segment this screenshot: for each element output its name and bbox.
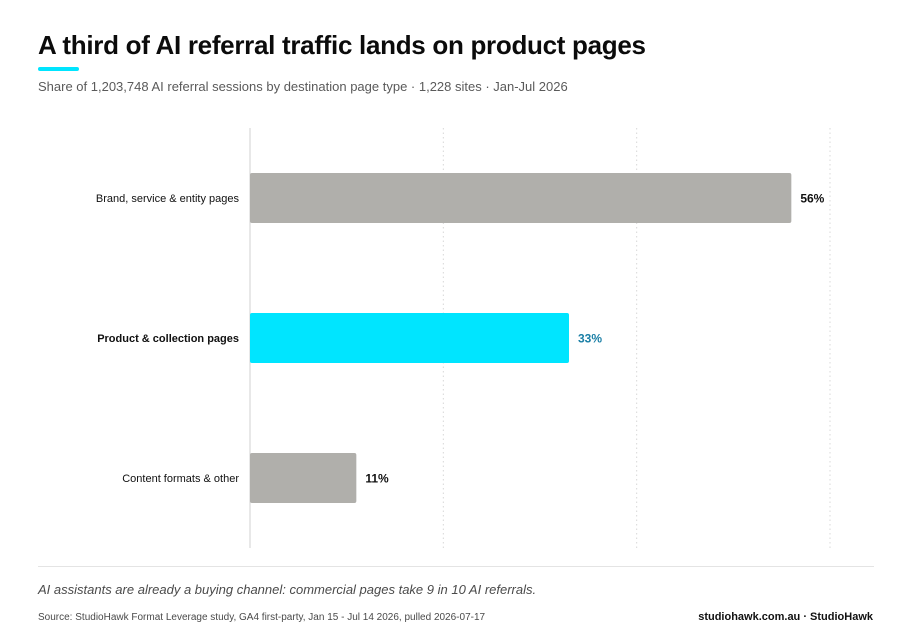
bars: Brand, service & entity pages 56% Product …: [96, 173, 825, 503]
chart-takeaway: AI assistants are already a buying chann…: [38, 582, 537, 597]
title-accent-rule: [38, 67, 79, 71]
bar-chart: Brand, service & entity pages 56% Product …: [96, 128, 831, 548]
bar: [250, 453, 357, 503]
brand-credit: studiohawk.com.au · StudioHawk: [698, 611, 873, 623]
value-label: 56%: [800, 192, 824, 206]
category-label: Content formats & other: [122, 473, 239, 485]
source-note: Source: StudioHawk Format Leverage study…: [38, 612, 486, 623]
bar: [250, 313, 569, 363]
bar: [250, 173, 792, 223]
category-label: Product & collection pages: [97, 333, 239, 345]
chart-title: A third of AI referral traffic lands on …: [38, 30, 646, 60]
value-label: 33%: [578, 332, 602, 346]
value-label: 11%: [365, 472, 389, 486]
chart-subtitle: Share of 1,203,748 AI referral sessions …: [38, 79, 568, 94]
footer-divider: [38, 566, 874, 567]
category-label: Brand, service & entity pages: [96, 193, 240, 205]
